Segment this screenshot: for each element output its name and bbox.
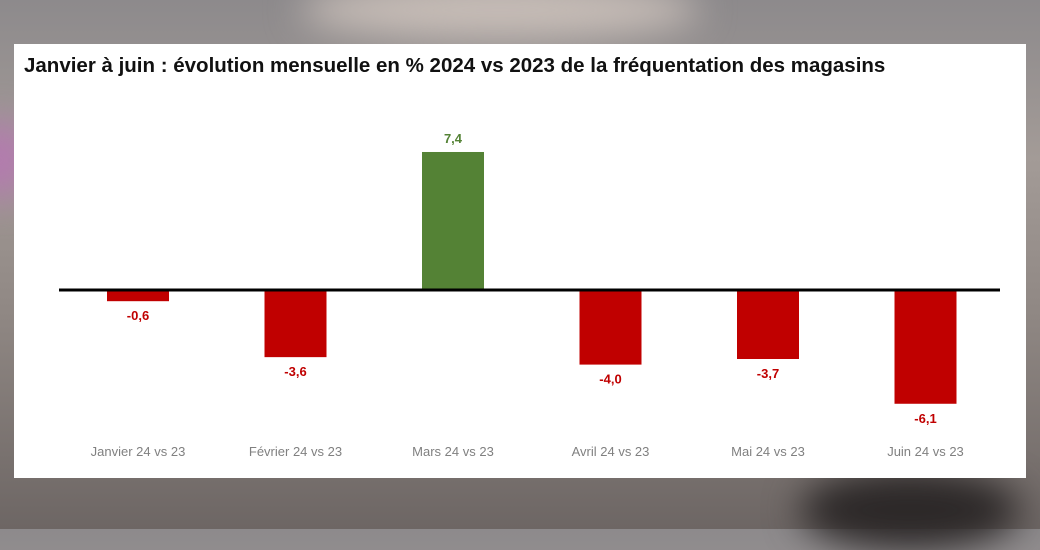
category-label-3: Mars 24 vs 23 [412,444,494,459]
data-label-6: -6,1 [914,411,936,426]
background-blur [800,470,1020,550]
data-label-3: 7,4 [444,131,463,146]
data-label-2: -3,6 [284,364,306,379]
bar-chart: -0,6 Janvier 24 vs 23 -3,6 Février 24 vs 23… [59,131,1000,459]
bar-3 [422,151,484,290]
data-label-1: -0,6 [127,308,149,323]
chart-title: Janvier à juin : évolution mensuelle en … [24,54,886,77]
data-label-5: -3,7 [757,366,779,381]
bar-1 [107,290,169,302]
chart-card: Janvier à juin : évolution mensuelle en … [14,44,1026,478]
category-label-6: Juin 24 vs 23 [887,444,964,459]
category-label-2: Février 24 vs 23 [249,444,342,459]
bar-2 [264,290,327,358]
data-label-4: -4,0 [599,372,621,387]
bar-6 [894,290,957,404]
bar-4 [579,290,642,365]
category-label-1: Janvier 24 vs 23 [91,444,186,459]
category-label-4: Avril 24 vs 23 [572,444,650,459]
category-label-5: Mai 24 vs 23 [731,444,805,459]
bar-5 [737,290,799,360]
background-blur [300,0,700,40]
